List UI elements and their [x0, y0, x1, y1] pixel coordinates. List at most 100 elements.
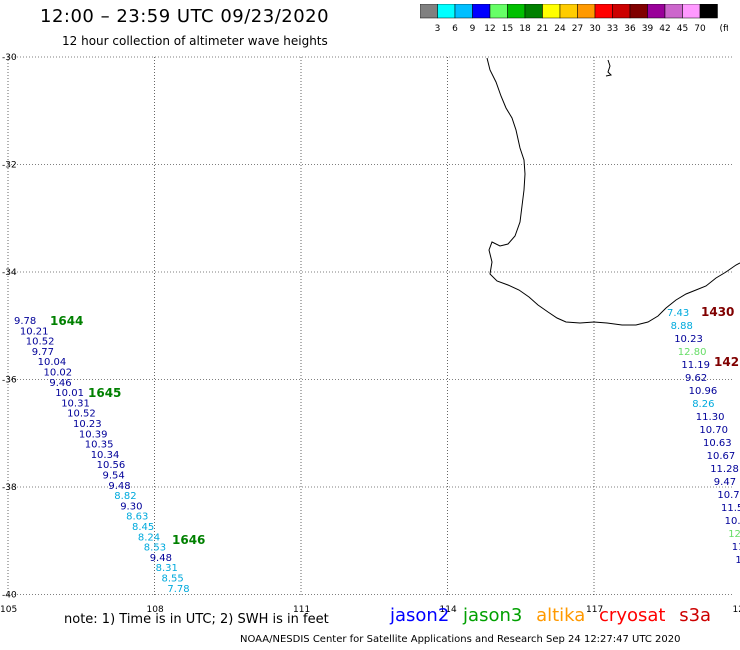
swh-value-label: 9.46 [49, 378, 71, 389]
swh-value-label: 10.73 [717, 490, 740, 501]
swh-value-label: 8.53 [144, 543, 166, 554]
colorbar-level-label: 33 [607, 24, 618, 34]
swh-value-label: 10.35 [85, 440, 114, 451]
swh-value-label: 9.30 [120, 501, 142, 512]
altimeter-tracks: 9.7810.2110.529.7710.0410.029.4610.0110.… [14, 305, 740, 595]
colorbar-unit-label: (ft) [720, 24, 729, 34]
lat-tick-label: -36 [2, 376, 17, 386]
coastline [486, 57, 740, 326]
colorbar-swatch [472, 4, 491, 19]
swh-value-label: 10.01 [55, 388, 84, 399]
swh-value-label: 12.80 [678, 347, 707, 358]
coastline-island [605, 59, 613, 77]
swh-value-label: 11.30 [696, 412, 725, 423]
swh-value-label: 10.8 [725, 516, 740, 527]
colorbar-level-label: 39 [642, 24, 654, 34]
colorbar-swatch [647, 4, 666, 19]
swh-value-label: 10.04 [38, 357, 67, 368]
swh-value-label: 10.23 [674, 334, 703, 345]
colorbar-swatch [577, 4, 596, 19]
colorbar-level-label: 3 [435, 24, 441, 34]
swh-value-label: 10.70 [699, 425, 728, 436]
note-text: note: 1) Time is in UTC; 2) SWH is in fe… [64, 612, 329, 627]
time-label: 142 [714, 355, 739, 369]
swh-value-label: 10.34 [91, 450, 120, 461]
swh-value-label: 8.26 [692, 399, 714, 410]
swh-value-label: 9.54 [103, 471, 125, 482]
colorbar-level-label: 15 [502, 24, 513, 34]
colorbar-swatch [664, 4, 683, 19]
colorbar-level-label: 36 [624, 24, 636, 34]
lon-tick-label: 117 [586, 605, 603, 615]
colorbar-level-label: 42 [659, 24, 670, 34]
lon-tick-label: 114 [440, 605, 457, 615]
swh-value-label: 12. [728, 529, 740, 540]
lon-tick-label: 120 [733, 605, 740, 615]
lat-tick-label: -32 [2, 161, 17, 171]
swh-value-label: 10.52 [26, 337, 55, 348]
swh-value-label: 10.02 [44, 368, 73, 379]
swh-value-label: 11. [732, 542, 740, 553]
swh-value-label: 9.77 [32, 347, 54, 358]
swh-value-label: 10.21 [20, 326, 49, 337]
legend-cryosat: cryosat [599, 605, 666, 626]
colorbar-swatch [682, 4, 701, 19]
swh-value-label: 10.67 [707, 451, 736, 462]
colorbar-swatch [437, 4, 456, 19]
swh-value-label: 10.52 [67, 409, 96, 420]
lon-tick-label: 111 [293, 605, 310, 615]
swh-value-label: 8.63 [126, 512, 148, 523]
time-label: 1646 [172, 533, 205, 547]
swh-value-label: 10.23 [73, 419, 102, 430]
legend-jason3: jason3 [463, 605, 523, 626]
colorbar-swatch [559, 4, 578, 19]
swh-value-label: 11.19 [681, 360, 710, 371]
swh-value-label: 10.39 [79, 429, 108, 440]
colorbar-level-label: 30 [589, 24, 601, 34]
footer-credit: NOAA/NESDIS Center for Satellite Applica… [240, 634, 681, 645]
colorbar-level-label: 45 [677, 24, 688, 34]
swh-value-label: 8.31 [156, 563, 178, 574]
page-title: 12:00 – 23:59 UTC 09/23/2020 [40, 6, 330, 27]
colorbar-swatch [454, 4, 473, 19]
colorbar-level-label: 18 [519, 24, 531, 34]
colorbar-swatch [524, 4, 543, 19]
swh-value-label: 8.24 [138, 532, 160, 543]
swh-value-label: 11.28 [710, 464, 739, 475]
colorbar-swatch [420, 4, 438, 19]
swh-value-label: 11.53 [721, 503, 740, 514]
swh-value-label: 8.55 [162, 574, 184, 585]
colorbar-level-label: 12 [484, 24, 495, 34]
swh-value-label: 7.78 [167, 584, 189, 595]
lon-tick-label: 105 [0, 605, 17, 615]
swh-value-label: 8.82 [114, 491, 136, 502]
lat-tick-label: -30 [2, 53, 17, 63]
swh-value-label: 8.45 [132, 522, 154, 533]
swh-value-label: 10 [735, 555, 740, 566]
swh-value-label: 9.78 [14, 316, 36, 327]
time-label: 1430 [701, 305, 734, 319]
swh-value-label: 7.43 [667, 308, 689, 319]
swh-value-label: 9.62 [685, 373, 707, 384]
colorbar-level-label: 70 [694, 24, 706, 34]
colorbar-level-label: 6 [452, 24, 458, 34]
lat-tick-label: -34 [2, 268, 17, 278]
legend-altika: altika [536, 605, 586, 626]
swh-value-label: 9.47 [714, 477, 736, 488]
colorbar-swatch [699, 4, 718, 19]
colorbar-level-label: 27 [572, 24, 583, 34]
colorbar-swatch [612, 4, 631, 19]
colorbar-swatch [507, 4, 526, 19]
swh-value-label: 9.48 [108, 481, 130, 492]
colorbar-level-label: 9 [470, 24, 476, 34]
legend-s3a: s3a [679, 605, 712, 626]
time-label: 1645 [88, 386, 121, 400]
colorbar-swatch [489, 4, 508, 19]
colorbar-level-label: 24 [554, 24, 566, 34]
page-subtitle: 12 hour collection of altimeter wave hei… [62, 34, 328, 48]
satellite-legend: jason2 jason3 altika cryosat s3a [390, 605, 719, 626]
colorbar-swatch [594, 4, 613, 19]
swh-value-label: 10.96 [689, 386, 718, 397]
